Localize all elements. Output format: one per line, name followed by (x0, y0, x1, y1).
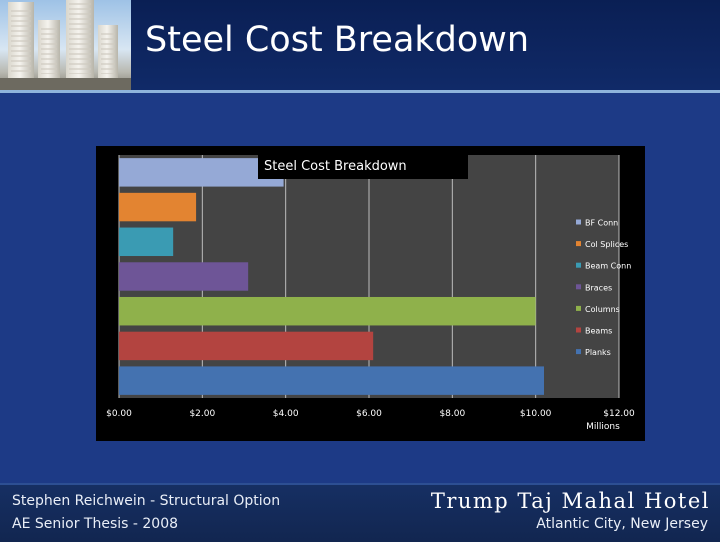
legend-label: Beam Conn (585, 262, 631, 271)
legend-label: Planks (585, 348, 611, 357)
slide-footer: Stephen Reichwein - Structural Option AE… (0, 483, 720, 542)
chart-title: Steel Cost Breakdown (264, 159, 407, 174)
legend-swatch (576, 241, 581, 247)
legend-label: Braces (585, 283, 612, 292)
x-tick-label: $2.00 (189, 409, 215, 419)
slide-header: Steel Cost Breakdown (0, 0, 720, 90)
chart-container: Steel Cost Breakdown $0.00 $2.00 $4.00 $6.0… (96, 146, 645, 441)
legend-swatch (576, 219, 581, 225)
hotel-ground-graphic (0, 78, 131, 90)
x-tick-label: $6.00 (356, 409, 382, 419)
author-label: Stephen Reichwein - Structural Option (12, 493, 281, 509)
x-axis-unit: Millions (586, 422, 620, 432)
hotel-tower-graphic (66, 0, 94, 80)
legend-swatch (576, 305, 581, 311)
bar-bf-conn (119, 158, 284, 187)
x-tick-label: $12.00 (603, 409, 635, 419)
bars (119, 158, 544, 395)
legend-swatch (576, 327, 581, 333)
chart-legend: BF Conn Col Splices Beam Conn Braces Columns… (576, 219, 631, 357)
legend-swatch (576, 262, 581, 268)
bar-beam-conn (119, 227, 174, 257)
x-axis-ticks: $0.00 $2.00 $4.00 $6.00 $8.00 $10.00 $12.00 (106, 409, 635, 419)
hotel-photo (0, 0, 131, 90)
hotel-tower-graphic (38, 20, 60, 80)
project-location: Atlantic City, New Jersey (536, 516, 708, 532)
legend-label: Beams (585, 327, 612, 336)
hotel-tower-graphic (98, 25, 118, 80)
bar-braces (119, 262, 249, 291)
bar-chart: Steel Cost Breakdown $0.00 $2.00 $4.00 $6.0… (106, 153, 635, 432)
x-tick-label: $8.00 (439, 409, 465, 419)
project-name: Trump Taj Mahal Hotel (430, 489, 710, 513)
legend-label: Col Splices (585, 240, 628, 249)
bar-beams (119, 331, 374, 361)
legend-label: BF Conn (585, 219, 618, 228)
legend-label: Columns (585, 305, 620, 314)
legend-swatch (576, 349, 581, 355)
bar-col-splices (119, 192, 197, 222)
x-tick-label: $10.00 (520, 409, 552, 419)
bar-planks (119, 366, 544, 395)
legend-swatch (576, 284, 581, 290)
course-label: AE Senior Thesis - 2008 (12, 516, 179, 532)
x-tick-label: $4.00 (273, 409, 299, 419)
hotel-tower-graphic (8, 2, 34, 80)
chart-title-box (258, 153, 468, 179)
slide-title: Steel Cost Breakdown (145, 20, 530, 60)
x-tick-label: $0.00 (106, 409, 132, 419)
header-divider (0, 90, 720, 93)
bar-columns (119, 296, 536, 326)
